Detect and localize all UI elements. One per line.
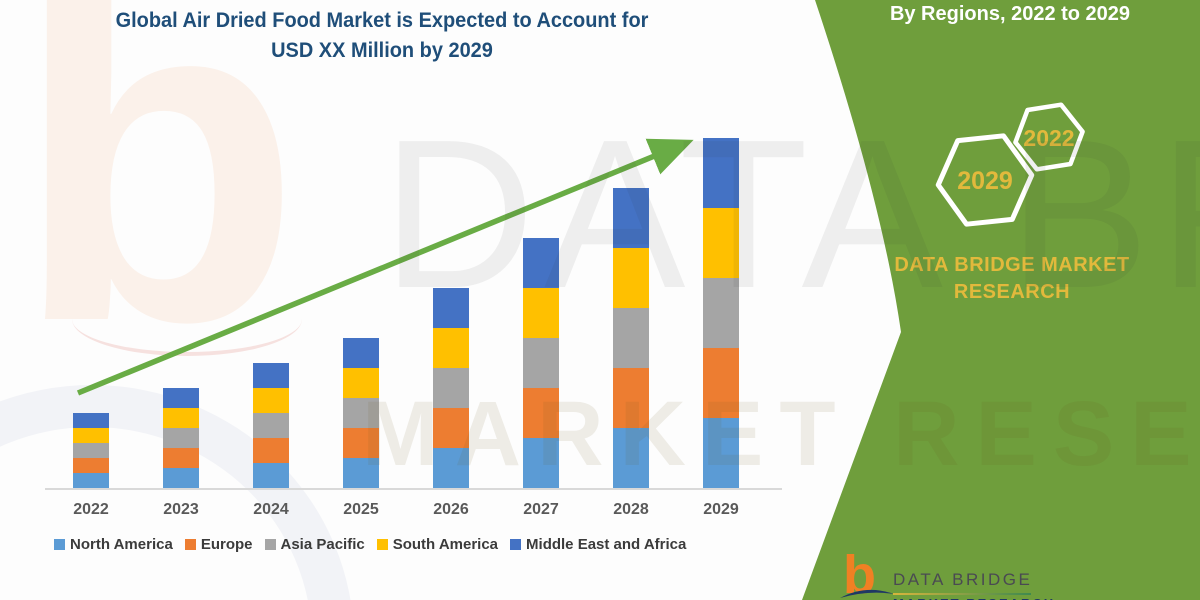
x-axis-label-2026: 2026 xyxy=(433,501,469,518)
legend-swatch-icon xyxy=(264,539,276,550)
footer-logo-subtitle: MARKET RESEARCH xyxy=(893,596,1055,600)
panel-brand-line1: DATA BRIDGE MARKET xyxy=(894,254,1130,276)
segment-2028-north-america xyxy=(613,428,649,488)
segment-2023-north-america xyxy=(163,468,199,488)
segment-2026-europe xyxy=(433,408,469,448)
segment-2024-asia-pacific xyxy=(253,413,289,438)
panel-brand-line2: RESEARCH xyxy=(953,281,1071,303)
segment-2025-asia-pacific xyxy=(343,398,379,428)
panel-brand-text: DATA BRIDGE MARKET RESEARCH xyxy=(882,252,1142,306)
segment-2029-europe xyxy=(703,348,739,418)
hexagon-label-2022: 2022 xyxy=(1023,125,1075,151)
segment-2026-north-america xyxy=(433,448,469,488)
legend-swatch-icon xyxy=(54,539,65,550)
legend-item-north-america: North America xyxy=(54,536,173,553)
segment-2026-south-america xyxy=(433,328,469,368)
chart-title-line1: Global Air Dried Food Market is Expected… xyxy=(115,9,649,32)
legend-label: Asia Pacific xyxy=(280,536,365,553)
bar-2027 xyxy=(523,238,559,488)
chart-title: Global Air Dried Food Market is Expected… xyxy=(27,6,738,66)
x-axis-line xyxy=(45,488,782,490)
legend-swatch-icon xyxy=(510,539,522,550)
bar-2025 xyxy=(343,338,379,488)
segment-2022-europe xyxy=(73,458,109,473)
stacked-bar-chart: 2022 2023 2024 2025 2026 2027 2028 2029 North A… xyxy=(0,138,790,553)
segment-2025-europe xyxy=(343,428,379,458)
segment-2025-middle-east-and-africa xyxy=(343,338,379,368)
segment-2025-north-america xyxy=(343,458,379,488)
segment-2022-south-america xyxy=(73,428,109,443)
hexagon-2022-icon xyxy=(1013,102,1085,172)
bar-2029 xyxy=(703,138,739,488)
segment-2027-north-america xyxy=(523,438,559,488)
segment-2022-north-america xyxy=(73,473,109,488)
segment-2028-middle-east-and-africa xyxy=(613,188,649,248)
segment-2028-europe xyxy=(613,368,649,428)
segment-2029-middle-east-and-africa xyxy=(703,138,739,208)
legend-item-europe: Europe xyxy=(184,536,253,553)
x-axis-label-2024: 2024 xyxy=(253,501,289,518)
segment-2027-south-america xyxy=(523,288,559,338)
x-axis-label-2022: 2022 xyxy=(73,501,109,518)
x-axis-label-2023: 2023 xyxy=(163,501,199,518)
hexagon-label-2029: 2029 xyxy=(957,167,1013,195)
segment-2027-europe xyxy=(523,388,559,438)
legend-swatch-icon xyxy=(376,539,388,550)
bar-2024 xyxy=(253,363,289,488)
legend-label: Middle East and Africa xyxy=(526,536,687,553)
segment-2029-south-america xyxy=(703,208,739,278)
legend-label: South America xyxy=(392,536,499,553)
segment-2022-asia-pacific xyxy=(73,443,109,458)
segment-2022-middle-east-and-africa xyxy=(73,413,109,428)
legend-label: Europe xyxy=(200,536,253,553)
legend-item-south-america: South America xyxy=(376,536,499,553)
footer-logo-name: DATA BRIDGE xyxy=(893,570,1033,589)
segment-2023-asia-pacific xyxy=(163,428,199,448)
segment-2024-middle-east-and-africa xyxy=(253,363,289,388)
segment-2028-south-america xyxy=(613,248,649,308)
chart-title-line2: USD XX Million by 2029 xyxy=(271,39,493,62)
segment-2023-europe xyxy=(163,448,199,468)
segment-2023-south-america xyxy=(163,408,199,428)
segment-2026-asia-pacific xyxy=(433,368,469,408)
segment-2023-middle-east-and-africa xyxy=(163,388,199,408)
chart-legend: North America Europe Asia Pacific South Ame… xyxy=(54,536,686,553)
segment-2029-north-america xyxy=(703,418,739,488)
segment-2024-north-america xyxy=(253,463,289,488)
legend-item-middle-east-and-africa: Middle East and Africa xyxy=(510,536,686,553)
hexagon-2029-icon xyxy=(935,133,1035,227)
segment-2025-south-america xyxy=(343,368,379,398)
x-axis-label-2028: 2028 xyxy=(613,501,649,518)
segment-2029-asia-pacific xyxy=(703,278,739,348)
bars-area xyxy=(73,138,739,488)
trend-arrow-icon xyxy=(76,138,694,396)
bar-2028 xyxy=(613,188,649,488)
footer-logo: b DATA BRIDGE MARKET RESEARCH xyxy=(838,548,1098,600)
legend-label: North America xyxy=(70,536,173,553)
segment-2024-europe xyxy=(253,438,289,463)
legend-item-asia-pacific: Asia Pacific xyxy=(264,536,365,553)
segment-2024-south-america xyxy=(253,388,289,413)
x-axis-label-2025: 2025 xyxy=(343,501,379,518)
legend-swatch-icon xyxy=(184,539,196,550)
segment-2027-asia-pacific xyxy=(523,338,559,388)
bar-2026 xyxy=(433,288,469,488)
segment-2028-asia-pacific xyxy=(613,308,649,368)
segment-2026-middle-east-and-africa xyxy=(433,288,469,328)
x-axis-label-2029: 2029 xyxy=(703,501,739,518)
bar-2022 xyxy=(73,413,109,488)
segment-2027-middle-east-and-africa xyxy=(523,238,559,288)
footer-logo-swoosh-icon xyxy=(840,589,894,598)
x-axis-label-2027: 2027 xyxy=(523,501,559,518)
x-axis-labels: 2022 2023 2024 2025 2026 2027 2028 2029 xyxy=(0,501,790,523)
footer-logo-underline xyxy=(893,593,1031,595)
bar-2023 xyxy=(163,388,199,488)
panel-heading: By Regions, 2022 to 2029 xyxy=(889,3,1131,25)
